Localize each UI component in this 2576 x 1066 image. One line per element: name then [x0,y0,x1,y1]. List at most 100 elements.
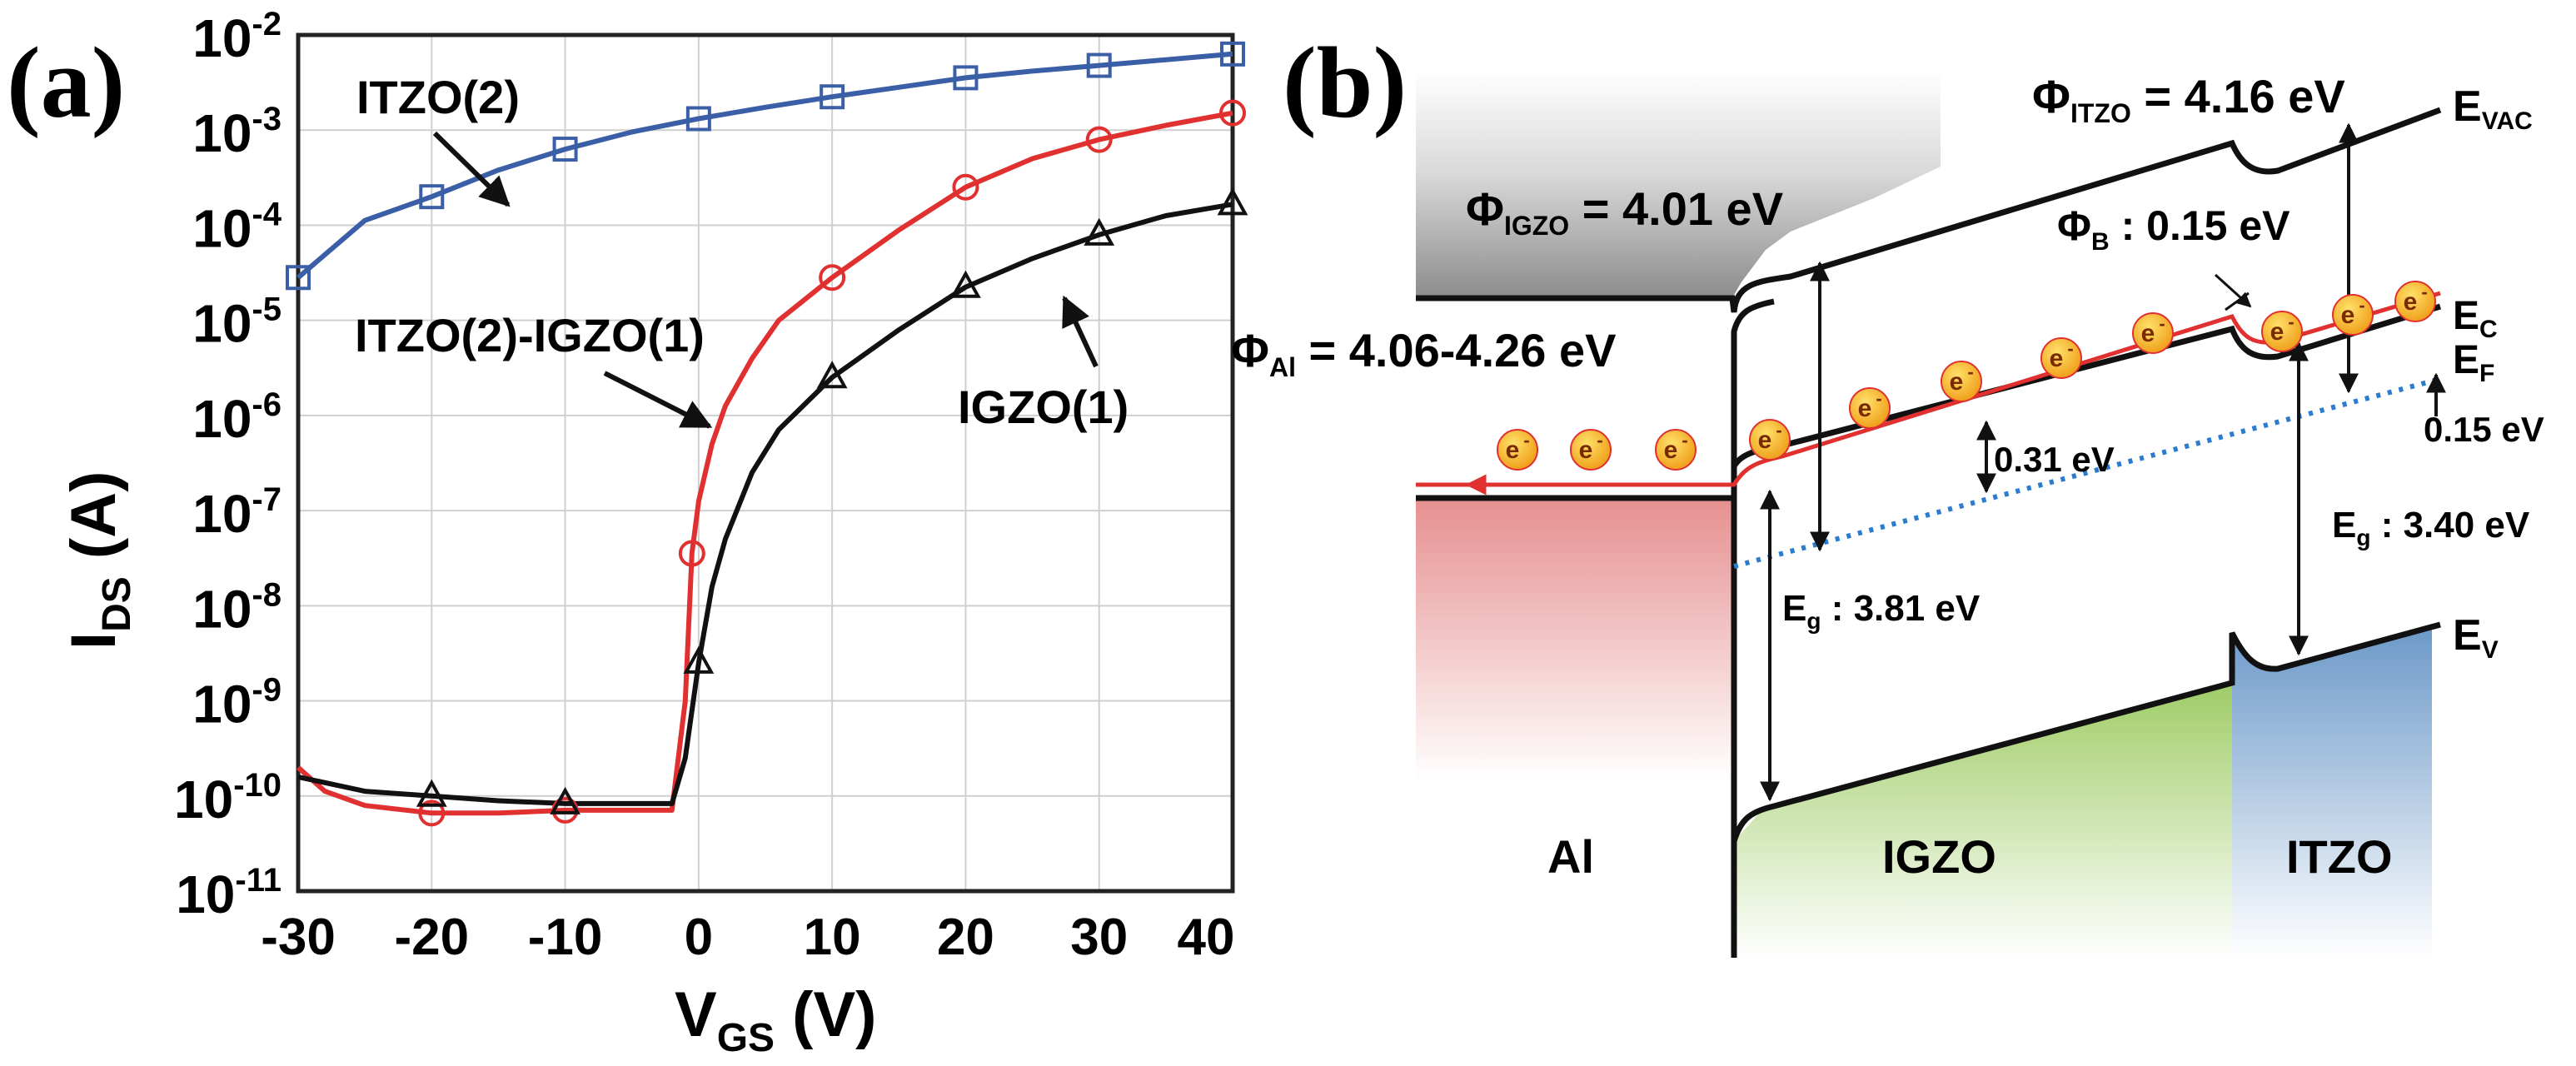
svg-text:-: - [2421,281,2427,302]
series-line-itzo-2- [296,51,1233,280]
svg-text:-: - [1776,420,1781,441]
svg-text:-: - [1967,361,1973,382]
y-tick-label: 10-7 [192,481,282,544]
electrons: e - e - e - e -e -e - e -e - e - e - e - [1497,281,2436,471]
electron: e- [2040,337,2082,379]
svg-text:-: - [2067,338,2073,359]
data-point-igzo-1- [416,779,447,807]
data-point-igzo-1- [683,645,715,674]
data-point-itzo-2- [286,265,311,291]
panel-b: (b) e - e - e - e -e -e - e -e - e - e - e - ΦIGZO = 4.01 … [1231,27,2544,958]
y-tick-label: 10-2 [192,6,282,68]
data-point-itzo-2-igzo-1- [1219,99,1246,127]
phi-b-label: ΦB : 0.15 eV [2057,202,2290,256]
electron: e- [1849,387,1891,429]
svg-text:e: e [2050,345,2064,372]
x-tick-label: -20 [394,909,469,966]
svg-text:e: e [2270,318,2285,346]
data-point-igzo-1- [1217,187,1248,216]
annotation-itzo2-arrow [432,131,511,207]
y-tick-label: 10-5 [192,291,282,354]
e-v-line [1731,621,2441,843]
data-point-itzo-2- [820,84,845,110]
offset-015-label: 0.15 eV [2424,410,2544,449]
svg-text:e: e [2141,320,2155,347]
e-vac-line [1416,107,2442,313]
vacuum-shade [1416,71,1941,298]
electron: e- [1655,429,1697,471]
electron: e- [1941,361,1982,402]
y-tick-label: 10-9 [192,672,282,735]
svg-text:-: - [2159,313,2165,334]
panel-a: (a) 10-210-310-410-510-610-710-810-910-1… [7,6,1248,1060]
x-tick-label: -10 [528,909,603,966]
data-point-itzo-2-igzo-1- [819,264,846,291]
e-f-line [1733,376,2441,569]
x-tick-label: -30 [261,909,336,966]
electron: e- [1570,429,1612,471]
series-line-igzo-1- [297,202,1233,806]
data-point-igzo-1- [950,270,981,298]
data-point-itzo-2-igzo-1- [1085,126,1113,153]
electron: e- [2332,294,2374,336]
electron: e- [2394,281,2436,322]
eg-itzo-label: Eg : 3.40 eV [2332,505,2530,550]
panel-a-tag: (a) [7,27,125,139]
e-c-label: EC [2453,294,2498,343]
phi-b-barrier-mark [2225,291,2250,311]
data-point-itzo-2- [1086,52,1112,78]
igzo-region-shade [1734,683,2232,958]
annotation-itzo2-igzo1: ITZO(2)-IGZO(1) [355,309,705,361]
series-line-itzo-2-igzo-1- [296,110,1233,816]
svg-text:e: e [2404,288,2418,316]
x-axis-title: VGS (V) [675,979,877,1060]
x-tick-label: 10 [804,909,861,966]
al-region-shade [1416,498,1732,781]
svg-text:e: e [2341,301,2355,329]
y-tick-label: 10-10 [174,767,282,829]
data-point-igzo-1- [1084,217,1115,246]
region-itzo-label: ITZO [2286,830,2393,883]
y-axis-title: IDS (A) [58,471,139,650]
svg-text:e: e [1950,368,1964,396]
e-vac-label: EVAC [2453,82,2533,135]
x-tick-label: 0 [685,909,713,966]
annotation-itzo2: ITZO(2) [356,71,520,123]
data-point-itzo-2- [953,65,979,91]
data-point-itzo-2- [1220,41,1245,67]
phi-itzo-label: ΦITZO = 4.16 eV [2032,70,2345,128]
itzo-region-shade [2232,625,2432,958]
svg-text:-: - [1523,430,1529,451]
panel-b-tag: (b) [1283,27,1407,139]
x-tick-label: 40 [1178,909,1235,966]
electron: e- [2132,312,2174,354]
svg-text:-: - [1597,430,1602,451]
electron: e- [2261,311,2303,352]
svg-text:-: - [2359,295,2364,316]
phi-igzo-label: ΦIGZO = 4.01 eV [1466,182,1783,241]
data-point-itzo-2-igzo-1- [952,173,979,201]
region-al-label: Al [1547,830,1594,883]
electron: e- [1497,429,1538,471]
svg-text:e: e [1758,426,1772,454]
eg-igzo-label: Eg : 3.81 eV [1782,588,1981,634]
x-tick-label: 30 [1070,909,1128,966]
y-tick-label: 10-4 [192,196,282,258]
phi-al-label: ΦAl = 4.06-4.26 eV [1231,324,1616,382]
svg-text:e: e [1579,436,1593,464]
data-point-igzo-1- [550,786,580,814]
e-f-label: EF [2453,338,2494,387]
plot-grid [297,34,1233,892]
plot-frame [296,32,1235,894]
offset-031-label: 0.31 eV [1994,440,2115,479]
y-tick-label: 10-8 [192,576,282,639]
y-tick-label: 10-11 [176,862,282,924]
annotation-igzo1: IGZO(1) [958,381,1129,433]
data-point-itzo-2- [419,184,445,210]
data-point-itzo-2- [685,106,711,132]
svg-text:-: - [1682,430,1687,451]
svg-text:-: - [2288,311,2294,332]
svg-text:e: e [1664,436,1678,464]
region-igzo-label: IGZO [1882,830,1996,883]
